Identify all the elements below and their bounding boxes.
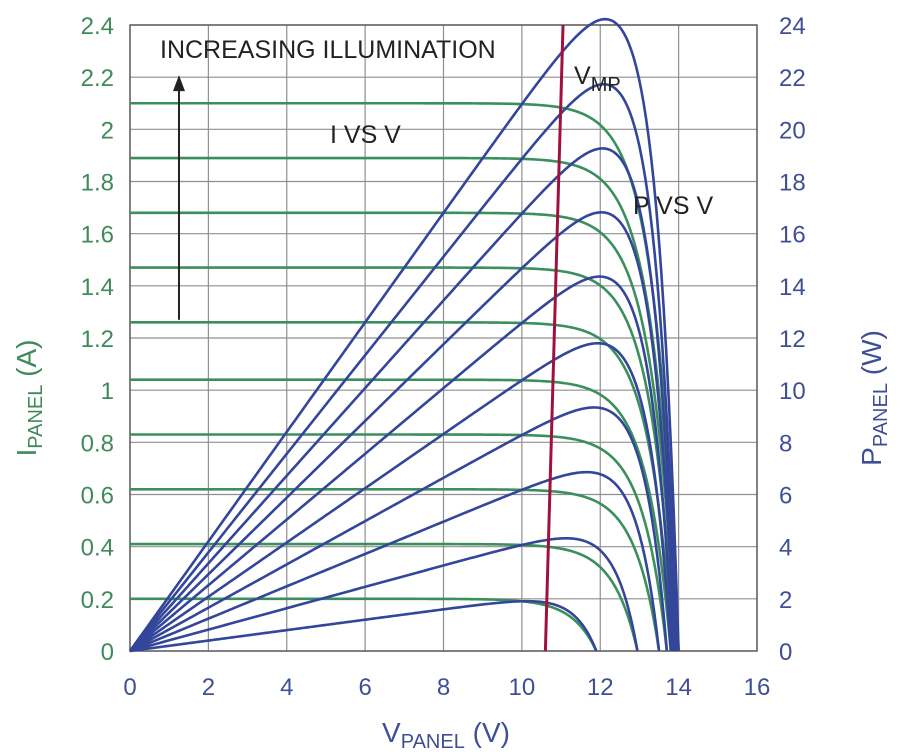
annotation-vmp-sub: MP — [591, 74, 621, 96]
pv-curve-1 — [129, 599, 598, 653]
x-tick-label: 4 — [280, 674, 293, 701]
annotation-p-vs-v: P VS V — [633, 192, 713, 220]
illumination-arrow-head — [172, 75, 185, 92]
pv-curve-5 — [129, 341, 673, 653]
y-left-title-main: I — [11, 449, 42, 457]
pv-curve-6 — [129, 275, 675, 652]
x-title-main: V — [382, 717, 401, 748]
x-tick-label: 6 — [358, 674, 371, 701]
pv-curve-9 — [128, 82, 679, 652]
iv-curve-4 — [130, 433, 669, 652]
illumination-arrow-group — [172, 75, 185, 320]
iv-curve-10 — [130, 101, 680, 652]
y-left-tick-label: 1.4 — [81, 274, 114, 301]
x-title-sub: PANEL — [401, 731, 465, 753]
y-left-tick-label: 2.4 — [81, 13, 114, 40]
plot-frame — [129, 24, 758, 652]
iv-curve-3 — [130, 487, 661, 652]
y-right-tick-label: 0 — [779, 639, 792, 666]
x-axis-tick-labels: 0 2 4 6 8 10 12 14 16 — [123, 674, 770, 701]
vmp-line-group — [543, 24, 565, 652]
pv-curve-8 — [129, 147, 678, 652]
x-tick-label: 10 — [509, 674, 536, 701]
pv-curves — [128, 17, 680, 653]
iv-curve-9 — [130, 156, 679, 652]
y-left-tick-label: 0.4 — [81, 535, 114, 562]
y-right-tick-label: 16 — [779, 222, 806, 249]
y-left-tick-label: 1 — [101, 378, 114, 405]
y-right-tick-label: 4 — [779, 535, 792, 562]
y-right-tick-label: 22 — [779, 65, 806, 92]
y-left-title-unit: (A) — [11, 340, 42, 385]
y-left-tick-label: 2 — [101, 117, 114, 144]
y-left-tick-label: 0 — [101, 639, 114, 666]
y-left-axis-title: IPANEL (A) — [11, 340, 47, 457]
iv-curve-7 — [130, 266, 677, 652]
annotation-vmp-main: V — [574, 62, 591, 90]
pv-curve-4 — [129, 406, 669, 653]
y-right-title-main: P — [856, 447, 887, 466]
y-right-tick-label: 10 — [779, 378, 806, 405]
left-axis-tick-labels: 0 0.2 0.4 0.6 0.8 1 1.2 1.4 1.6 1.8 2 2.2 2.4 — [81, 13, 114, 666]
y-left-tick-label: 1.2 — [81, 326, 114, 353]
y-right-tick-label: 24 — [779, 13, 806, 40]
y-right-tick-label: 12 — [779, 326, 806, 353]
pv-curve-3 — [129, 470, 661, 653]
x-tick-label: 8 — [437, 674, 450, 701]
x-tick-label: 14 — [665, 674, 692, 701]
y-left-tick-label: 0.2 — [81, 587, 114, 614]
x-tick-label: 2 — [202, 674, 215, 701]
vmp-line — [543, 24, 565, 652]
iv-curve-8 — [130, 211, 678, 652]
y-right-tick-label: 18 — [779, 170, 806, 197]
y-left-tick-label: 1.6 — [81, 222, 114, 249]
annotation-i-vs-v: I VS V — [330, 121, 401, 149]
y-right-title-unit: (W) — [856, 330, 887, 383]
iv-curve-6 — [130, 321, 675, 652]
pv-curve-2 — [129, 536, 639, 653]
y-right-tick-label: 20 — [779, 117, 806, 144]
y-left-tick-label: 1.8 — [81, 170, 114, 197]
x-tick-label: 12 — [587, 674, 614, 701]
y-right-tick-label: 8 — [779, 430, 792, 457]
y-right-tick-label: 6 — [779, 483, 792, 510]
y-right-title-sub: PANEL — [870, 383, 892, 447]
annotation-vmp: VMP — [574, 62, 621, 96]
y-left-tick-label: 2.2 — [81, 65, 114, 92]
y-left-tick-label: 0.8 — [81, 430, 114, 457]
x-title-unit: (V) — [465, 717, 510, 748]
y-left-tick-label: 0.6 — [81, 483, 114, 510]
y-right-tick-label: 2 — [779, 587, 792, 614]
annotation-increasing-illumination: INCREASING ILLUMINATION — [160, 36, 496, 64]
x-tick-label: 16 — [744, 674, 771, 701]
pv-curve-7 — [129, 211, 677, 652]
x-tick-label: 0 — [123, 674, 136, 701]
y-right-tick-label: 14 — [779, 274, 806, 301]
y-right-axis-title: PPANEL (W) — [856, 330, 892, 466]
iv-curve-5 — [130, 378, 673, 652]
pv-curve-10 — [128, 17, 680, 652]
x-axis-title: VPANEL (V) — [382, 717, 510, 753]
y-left-title-sub: PANEL — [25, 385, 47, 449]
